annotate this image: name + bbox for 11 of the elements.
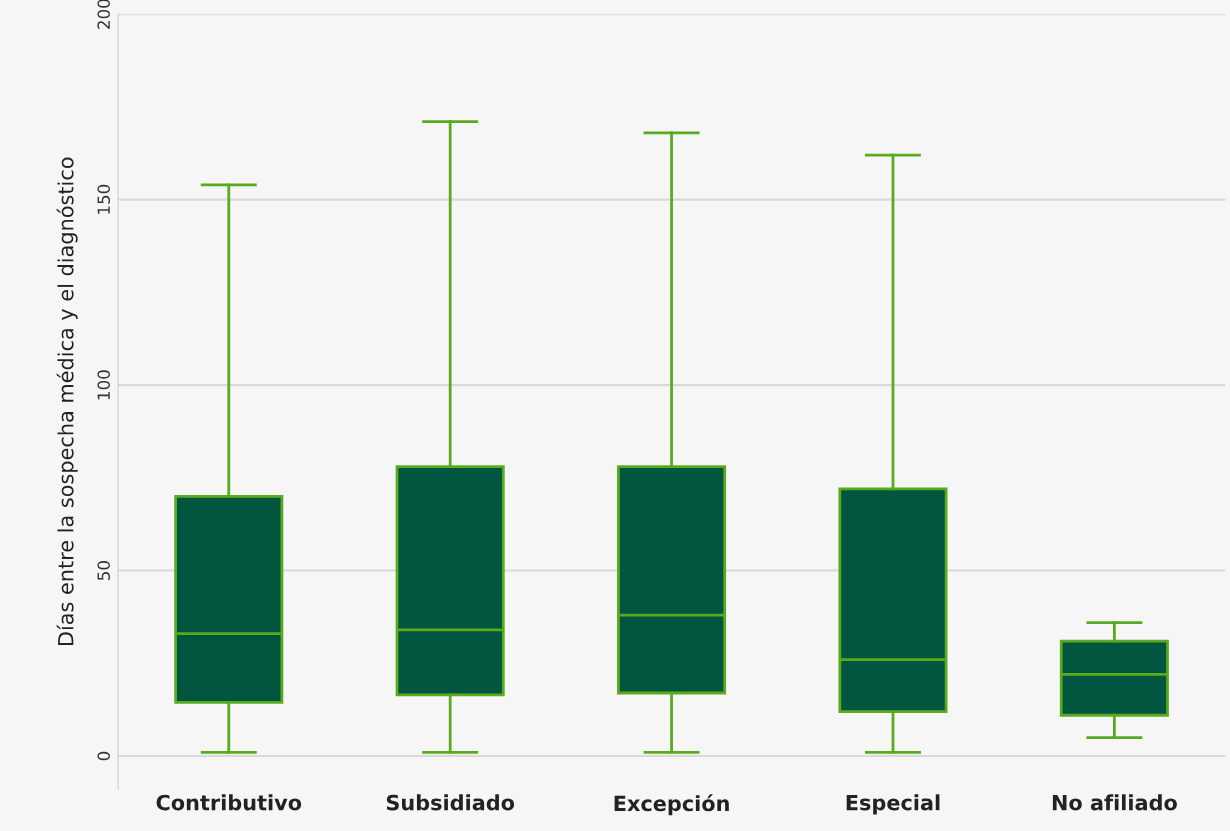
x-tick-label: Contributivo [156,794,302,811]
y-tick-label: 50 [97,561,110,580]
x-tick-label: No afiliado [1052,794,1177,811]
y-tick-label: 0 [97,751,110,761]
y-tick-label: 200 [97,0,110,29]
x-tick-label: Excepción [614,794,729,816]
x-tick-label: Especial [846,794,940,815]
y-tick-label: 100 [97,370,110,400]
y-tick-label: 150 [97,184,110,214]
y-axis-title: Días entre la sospecha médica y el diagnóstico [56,157,78,646]
x-tick-label: Subsidiado [386,794,515,811]
